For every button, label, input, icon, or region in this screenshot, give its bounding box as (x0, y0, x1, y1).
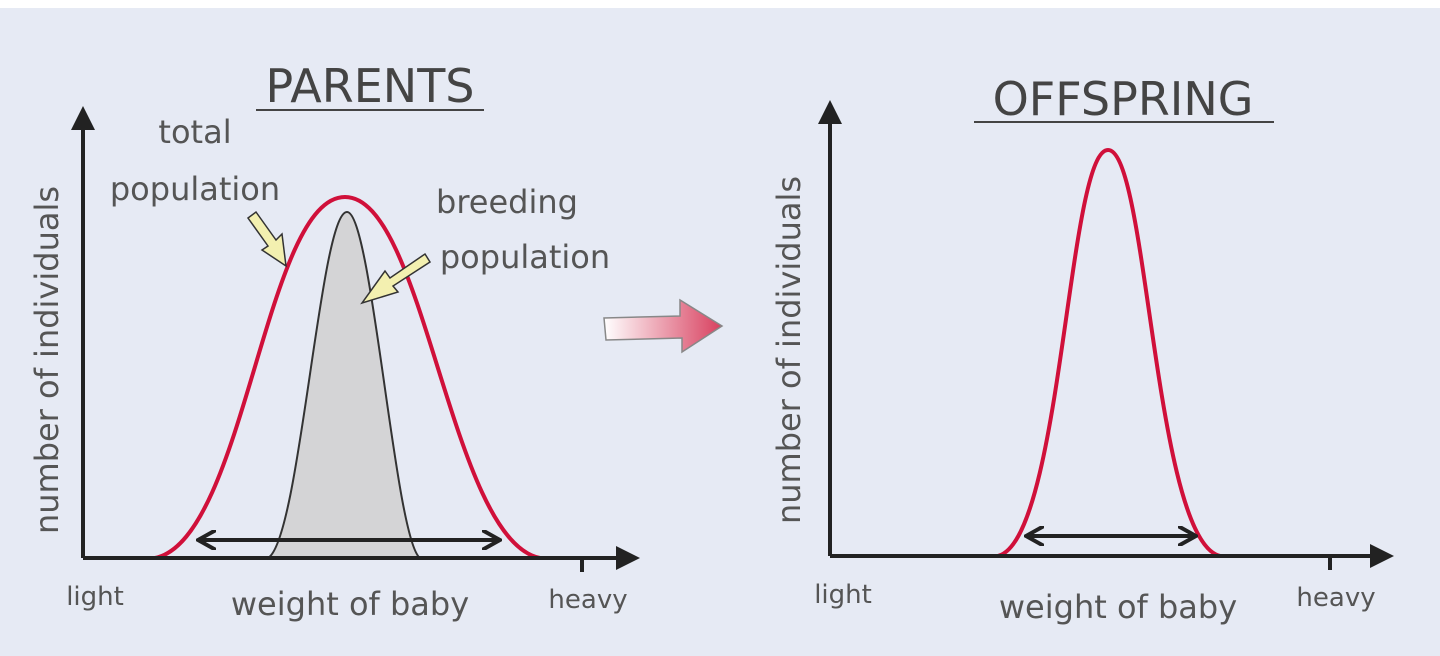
x-start: light (814, 580, 872, 610)
annotation: total (158, 113, 231, 151)
y-label: number of individuals (28, 186, 66, 534)
annotation: population (110, 170, 280, 208)
y-label: number of individuals (770, 176, 808, 524)
annotation: population (440, 238, 610, 276)
pointer-arrow (246, 210, 287, 268)
x-end: heavy (1296, 583, 1375, 613)
x-start: light (66, 582, 124, 612)
offspring-title: OFFSPRING (993, 72, 1254, 126)
x-end: heavy (548, 585, 627, 615)
x-label: weight of baby (999, 588, 1237, 626)
pointer-arrow (360, 252, 432, 305)
offspring-curve (997, 147, 1221, 558)
parents-title: PARENTS (266, 59, 475, 113)
x-label: weight of baby (231, 585, 469, 623)
annotation: breeding (436, 183, 578, 221)
breeding-curve (264, 210, 424, 559)
transition-arrow (603, 298, 724, 354)
total-curve (154, 194, 541, 560)
